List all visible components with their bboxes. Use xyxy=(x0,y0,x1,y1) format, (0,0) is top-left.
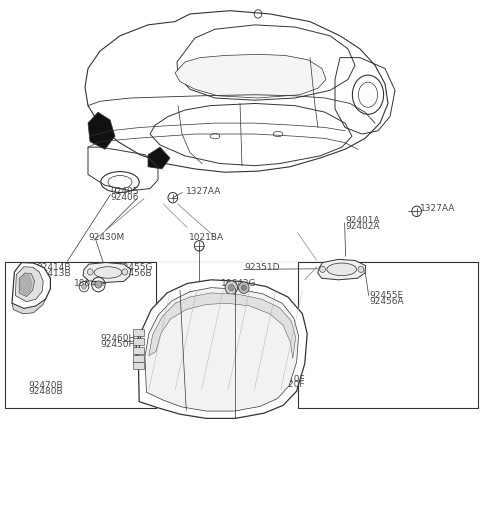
Text: 92405: 92405 xyxy=(110,187,139,197)
Polygon shape xyxy=(12,299,46,314)
Circle shape xyxy=(358,266,364,272)
Polygon shape xyxy=(318,259,366,280)
Text: 92456A: 92456A xyxy=(370,297,404,306)
Text: 92450H: 92450H xyxy=(101,339,136,349)
Polygon shape xyxy=(21,275,32,294)
Polygon shape xyxy=(148,147,170,169)
Text: 1327AA: 1327AA xyxy=(186,187,222,197)
Text: 92420F: 92420F xyxy=(271,380,305,390)
Circle shape xyxy=(87,269,93,275)
FancyBboxPatch shape xyxy=(133,329,144,336)
Polygon shape xyxy=(19,273,35,297)
FancyBboxPatch shape xyxy=(133,355,144,362)
Text: 1021BA: 1021BA xyxy=(189,233,224,243)
Text: 92455G: 92455G xyxy=(118,263,153,272)
Ellipse shape xyxy=(94,267,122,278)
Circle shape xyxy=(241,285,246,290)
Text: 1327AA: 1327AA xyxy=(420,204,456,213)
Circle shape xyxy=(225,281,238,294)
Text: 18642G: 18642G xyxy=(221,279,256,289)
Text: 92455E: 92455E xyxy=(370,291,404,300)
Ellipse shape xyxy=(327,263,357,276)
Text: 92351D: 92351D xyxy=(245,263,280,272)
Circle shape xyxy=(228,285,234,291)
Text: 92414B: 92414B xyxy=(36,263,71,272)
Text: 92430M: 92430M xyxy=(89,233,125,243)
FancyBboxPatch shape xyxy=(133,362,144,369)
FancyBboxPatch shape xyxy=(133,338,144,345)
Polygon shape xyxy=(138,280,307,418)
Text: 18643P: 18643P xyxy=(74,279,108,289)
Circle shape xyxy=(239,282,249,293)
Polygon shape xyxy=(175,54,326,98)
Polygon shape xyxy=(83,263,131,282)
Text: 92401A: 92401A xyxy=(346,216,380,225)
Circle shape xyxy=(320,266,325,272)
Polygon shape xyxy=(12,263,50,309)
FancyBboxPatch shape xyxy=(133,347,144,354)
Text: 92402A: 92402A xyxy=(346,222,380,231)
Circle shape xyxy=(82,284,86,289)
Circle shape xyxy=(122,269,128,275)
Text: 92470B: 92470B xyxy=(29,381,63,390)
Text: 92456B: 92456B xyxy=(118,269,152,278)
Polygon shape xyxy=(149,293,296,358)
Circle shape xyxy=(95,281,102,288)
Text: 92413B: 92413B xyxy=(36,269,71,278)
Text: 92406: 92406 xyxy=(110,193,139,202)
Text: 92460H: 92460H xyxy=(101,334,136,343)
Polygon shape xyxy=(145,288,299,411)
Polygon shape xyxy=(88,112,115,149)
Text: 92410F: 92410F xyxy=(271,374,305,384)
Polygon shape xyxy=(15,267,43,302)
Text: 92480B: 92480B xyxy=(29,386,63,396)
